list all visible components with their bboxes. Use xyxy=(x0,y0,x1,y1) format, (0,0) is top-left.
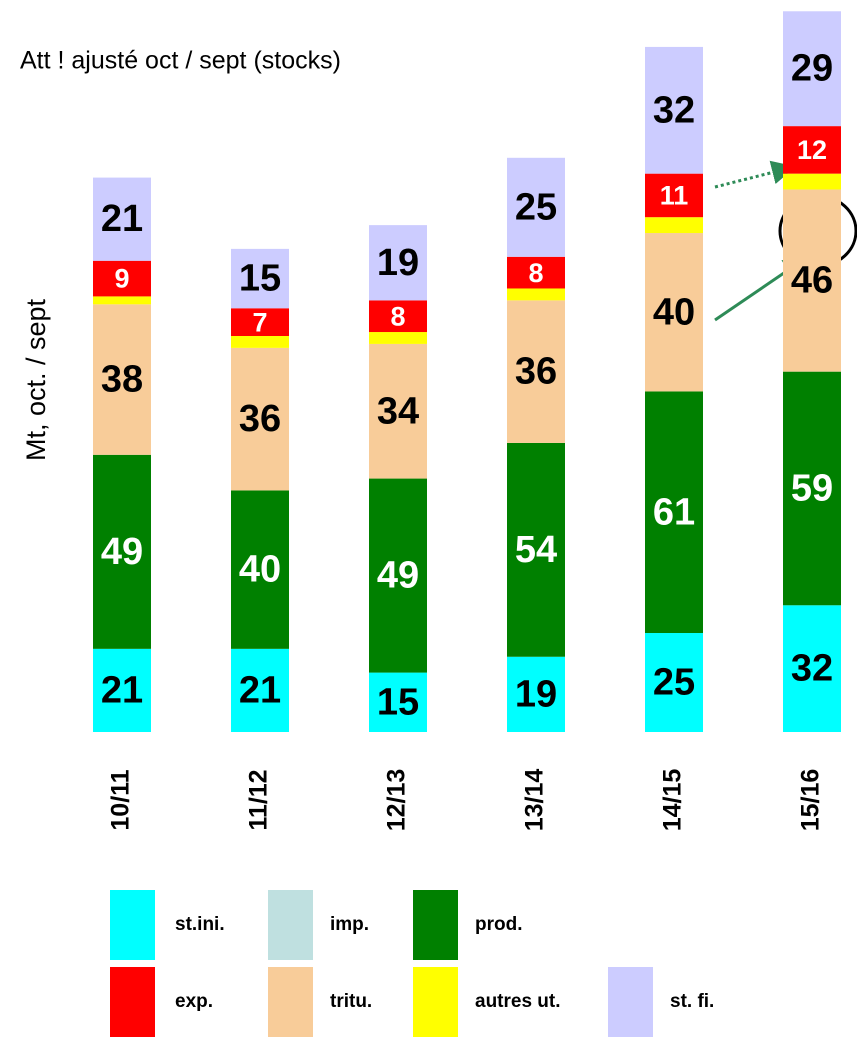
bar-segment xyxy=(231,308,289,336)
bar-segment xyxy=(507,442,565,657)
data-label: 32 xyxy=(653,89,695,131)
data-label: 49 xyxy=(101,531,143,573)
data-label: 40 xyxy=(239,549,281,591)
bar-segment xyxy=(369,478,427,673)
data-label: 8 xyxy=(390,301,405,331)
data-label: 34 xyxy=(377,390,419,432)
arrow xyxy=(714,160,796,189)
data-label: 54 xyxy=(515,529,557,571)
bar-segment xyxy=(93,177,151,261)
data-label: 21 xyxy=(101,669,143,711)
bar-segment xyxy=(507,288,565,301)
bar-segment xyxy=(231,490,289,649)
legend-swatch xyxy=(268,890,313,960)
data-label: 9 xyxy=(114,264,129,294)
legend-swatch xyxy=(110,967,155,1037)
data-label: 40 xyxy=(653,291,695,333)
bar-segment xyxy=(783,126,841,174)
bar-segment xyxy=(369,672,427,732)
legend-label: exp. xyxy=(175,991,213,1012)
x-tick-label: 11/12 xyxy=(245,769,273,830)
bar-segment xyxy=(369,300,427,333)
data-label: 21 xyxy=(101,198,143,240)
legend-swatch xyxy=(268,967,313,1037)
bar-segment xyxy=(783,371,841,606)
data-label: 36 xyxy=(515,351,557,393)
data-label: 15 xyxy=(377,681,419,723)
data-label: 19 xyxy=(377,242,419,284)
bar-segment xyxy=(93,260,151,297)
legend-label: tritu. xyxy=(330,991,372,1012)
data-label: 49 xyxy=(377,555,419,597)
data-label: 19 xyxy=(515,673,557,715)
bar-segment xyxy=(645,173,703,218)
bar-segment xyxy=(93,454,151,649)
legend-swatch xyxy=(608,967,653,1037)
bar-segment xyxy=(645,633,703,732)
data-label: 7 xyxy=(252,307,267,337)
bar-segment xyxy=(783,605,841,732)
x-tick-label: 13/14 xyxy=(521,769,549,832)
x-tick-label: 15/16 xyxy=(797,769,825,832)
data-label: 38 xyxy=(101,359,143,401)
data-label: 32 xyxy=(791,648,833,690)
legend-label: prod. xyxy=(475,914,523,935)
bar-segment xyxy=(783,11,841,127)
bar-segment xyxy=(645,391,703,633)
bar-segment xyxy=(93,648,151,732)
x-tick-label: 12/13 xyxy=(383,769,411,832)
bar-segment xyxy=(231,648,289,732)
bar-segment xyxy=(507,157,565,257)
bar-segment xyxy=(783,173,841,190)
bar-segment xyxy=(507,256,565,289)
bar-segment xyxy=(645,46,703,174)
y-axis-label: Mt, oct. / sept xyxy=(21,298,51,461)
data-label: 8 xyxy=(528,258,543,288)
data-label: 59 xyxy=(791,467,833,509)
data-label: 21 xyxy=(239,669,281,711)
bar-segment xyxy=(231,336,289,348)
legend-label: imp. xyxy=(330,914,369,935)
bar-segment xyxy=(93,304,151,455)
bar-segment xyxy=(783,189,841,372)
data-label: 46 xyxy=(791,260,833,302)
legend-label: autres ut. xyxy=(475,991,561,1012)
bar-segment xyxy=(369,343,427,479)
bar-segment xyxy=(369,225,427,301)
x-tick-label: 10/11 xyxy=(107,769,135,830)
data-label: 12 xyxy=(797,135,827,165)
legend-swatch xyxy=(413,967,458,1037)
legend-swatch xyxy=(110,890,155,960)
data-label: 15 xyxy=(239,258,281,300)
x-tick-label: 14/15 xyxy=(659,769,687,832)
data-label: 29 xyxy=(791,48,833,90)
data-label: 25 xyxy=(515,186,557,228)
annotation: Att ! ajusté oct / sept (stocks) xyxy=(20,47,341,75)
data-label: 61 xyxy=(653,491,695,533)
bar-segment xyxy=(231,248,289,309)
data-label: 11 xyxy=(660,181,689,211)
data-label: 36 xyxy=(239,398,281,440)
data-label: 25 xyxy=(653,662,695,704)
bar-segment xyxy=(93,296,151,305)
bar-segment xyxy=(369,332,427,344)
legend-label: st. fi. xyxy=(670,991,714,1012)
legend-swatch xyxy=(413,890,458,960)
bar-segment xyxy=(645,217,703,234)
bar-segment xyxy=(507,300,565,443)
bar-segment xyxy=(231,347,289,491)
legend-label: st.ini. xyxy=(175,914,225,935)
bar-segment xyxy=(507,656,565,732)
bar-segment xyxy=(645,233,703,392)
